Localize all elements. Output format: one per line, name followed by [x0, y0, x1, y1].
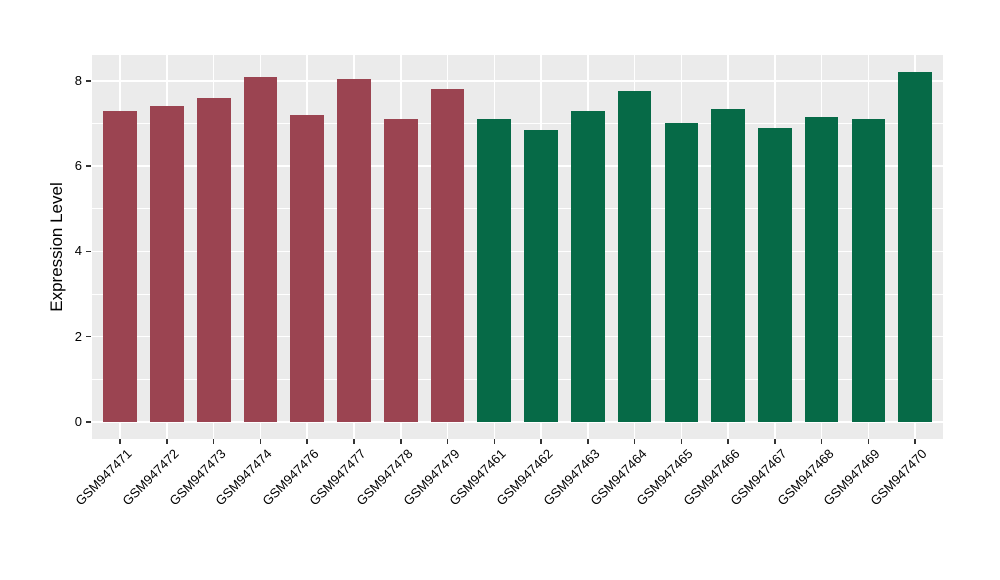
x-tick: [867, 439, 870, 444]
y-tick: [86, 80, 91, 82]
bar: [243, 76, 278, 422]
bar: [150, 106, 184, 422]
y-tick: [86, 250, 91, 253]
x-tick: [587, 439, 589, 444]
y-tick: [86, 421, 91, 423]
bar: [290, 114, 325, 422]
gridline-h-major: [92, 335, 943, 338]
bar: [337, 78, 371, 422]
gridline-h-major: [92, 421, 943, 423]
gridline-h-major: [92, 165, 943, 167]
bar: [711, 108, 745, 422]
gridline-h-major: [92, 80, 943, 82]
y-tick: [86, 165, 91, 167]
bar: [524, 129, 558, 422]
y-tick-label: 2: [74, 328, 82, 344]
x-tick: [446, 439, 449, 444]
bar: [664, 123, 699, 422]
x-tick: [774, 439, 776, 444]
y-tick-label: 4: [74, 243, 82, 259]
x-tick: [540, 439, 542, 444]
gridline-h-minor: [92, 378, 943, 380]
gridline-h-major: [92, 250, 943, 253]
gridline-h-minor: [92, 122, 943, 124]
bar: [617, 91, 652, 422]
bar: [571, 110, 605, 422]
bar: [851, 119, 886, 422]
x-tick: [680, 439, 683, 444]
bar: [103, 110, 137, 422]
plot-panel: [92, 55, 943, 439]
bar: [758, 127, 792, 422]
x-tick: [400, 439, 402, 444]
x-tick: [633, 439, 636, 444]
y-tick-label: 8: [74, 72, 82, 88]
y-tick: [86, 335, 91, 338]
gridline-h-minor: [92, 208, 943, 210]
x-tick: [212, 439, 215, 444]
x-tick: [306, 439, 308, 444]
y-tick-label: 0: [74, 414, 82, 429]
x-tick: [727, 439, 729, 444]
bar: [477, 119, 512, 422]
x-tick: [166, 439, 168, 444]
bar: [196, 97, 231, 422]
bar: [804, 117, 839, 422]
x-tick: [259, 439, 262, 444]
x-tick: [493, 439, 496, 444]
bar: [430, 89, 465, 422]
y-tick-label: 6: [74, 158, 82, 174]
bar: [383, 119, 418, 422]
x-tick: [119, 439, 121, 444]
x-tick: [914, 439, 916, 444]
x-tick: [353, 439, 355, 444]
bar: [898, 72, 932, 422]
x-tick: [820, 439, 823, 444]
gridline-h-minor: [92, 293, 943, 295]
